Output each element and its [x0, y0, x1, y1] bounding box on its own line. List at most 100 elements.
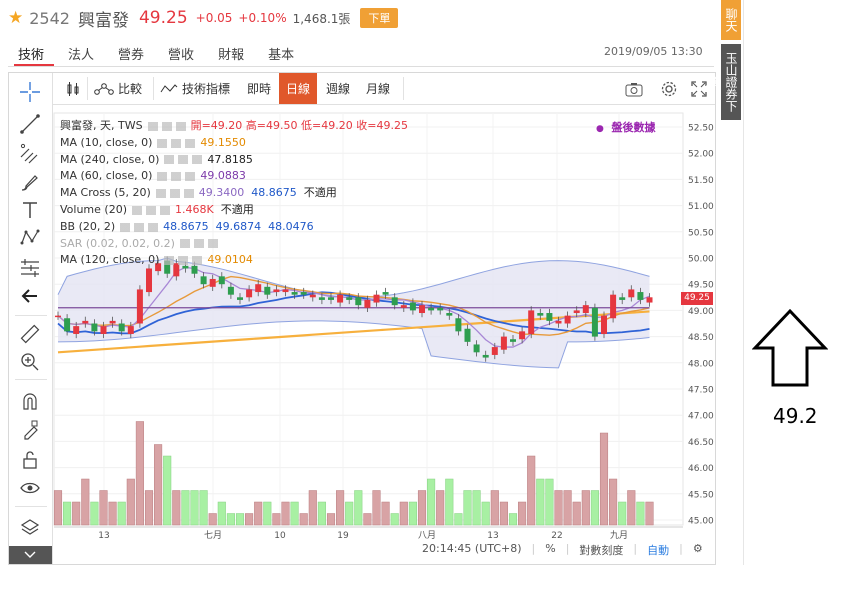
legend-ma10-value: 49.1550	[200, 135, 246, 149]
tab-revenue[interactable]: 營收	[168, 48, 195, 63]
favorite-star-icon[interactable]: ★	[8, 8, 24, 28]
tab-divider	[8, 66, 714, 67]
legend-ma10[interactable]: MA (10, close, 0) 49.1550	[60, 135, 408, 152]
legend-main[interactable]: 興富發, 天, TWS 開=49.20 高=49.50 低=49.20 收=49…	[60, 118, 408, 135]
active-tab-indicator	[14, 64, 54, 66]
legend-low: 低=49.20	[301, 119, 353, 132]
legend-main-title: 興富發, 天, TWS	[60, 119, 143, 132]
monthly-button[interactable]: 月線	[366, 73, 390, 104]
gear-icon	[661, 81, 677, 96]
after-hours-text: 盤後數據	[611, 121, 656, 134]
tab-margin[interactable]: 營券	[118, 48, 145, 63]
legend-volume-v2: 不適用	[220, 202, 254, 216]
crosshair-icon[interactable]	[19, 81, 41, 103]
indicator-wave-icon	[160, 83, 178, 92]
percent-scale-toggle[interactable]: %	[545, 542, 556, 555]
trade-volume: 1,468.1張	[292, 11, 351, 26]
chevron-down-icon	[24, 551, 36, 558]
fullscreen-button[interactable]	[691, 73, 707, 104]
legend-bb[interactable]: BB (20, 2) 48.8675 49.6874 48.0476	[60, 219, 408, 236]
realtime-button[interactable]: 即時	[247, 73, 271, 104]
daily-button[interactable]: 日線	[279, 73, 318, 104]
ruler-icon[interactable]	[19, 323, 41, 345]
indicators-label: 技術指標	[182, 82, 231, 96]
price-change-pct: +0.10%	[238, 11, 287, 25]
order-button[interactable]: 下單	[360, 8, 399, 28]
toolbar-divider	[15, 315, 47, 316]
stock-code: 2542	[29, 8, 70, 28]
layers-icon[interactable]	[19, 517, 41, 539]
brush-icon[interactable]	[19, 171, 41, 193]
magnet-icon[interactable]	[19, 391, 41, 413]
legend-volume-name: Volume (20)	[60, 202, 127, 216]
text-tool-icon[interactable]	[19, 199, 41, 221]
chart-toolbar: 比較 技術指標 即時 日線 週線 月線	[9, 73, 715, 105]
realtime-label: 即時	[247, 82, 272, 96]
legend-ma60-name: MA (60, close, 0)	[60, 169, 153, 183]
weekly-button[interactable]: 週線	[326, 73, 350, 104]
candlestick-icon	[67, 81, 79, 96]
eye-icon[interactable]	[19, 477, 41, 499]
legend-sar[interactable]: SAR (0.02, 0.02, 0.2)	[60, 236, 408, 253]
toolbar-divider	[15, 506, 47, 507]
weekly-label: 週線	[326, 82, 351, 96]
collapse-toolbar-button[interactable]	[9, 546, 52, 564]
legend-close: 收=49.25	[356, 119, 408, 132]
broker-order-tab[interactable]: 玉山證券下單	[704, 44, 741, 120]
legend-macross[interactable]: MA Cross (5, 20) 49.3400 48.8675 不適用	[60, 185, 408, 202]
toolbar-divider	[15, 379, 47, 380]
snapshot-button[interactable]	[625, 73, 643, 104]
tab-financials[interactable]: 財報	[218, 48, 245, 63]
trend-line-icon[interactable]	[19, 113, 41, 135]
settings-button[interactable]	[660, 73, 678, 104]
compare-button[interactable]: 比較	[93, 73, 142, 104]
legend-macross-v2: 48.8675	[251, 186, 297, 200]
chart-widget: 比較 技術指標 即時 日線 週線 月線	[8, 72, 716, 565]
legend-volume-v1: 1.468K	[175, 202, 214, 216]
legend-ma60[interactable]: MA (60, close, 0) 49.0883	[60, 168, 408, 185]
compare-label: 比較	[118, 82, 143, 96]
legend-ma240[interactable]: MA (240, close, 0) 47.8185	[60, 152, 408, 169]
footer-settings-icon[interactable]: ⚙	[692, 542, 703, 555]
daily-label: 日線	[286, 82, 311, 96]
pattern-tool-icon[interactable]	[19, 227, 41, 249]
unlock-icon[interactable]	[19, 449, 41, 471]
chart-clock: 20:14:45 (UTC+8)	[422, 542, 522, 555]
legend-bb-v3: 48.0476	[268, 219, 314, 233]
auto-scale-toggle[interactable]: 自動	[647, 544, 670, 557]
price-change: +0.05	[195, 11, 233, 25]
tab-basic[interactable]: 基本	[268, 48, 295, 63]
legend-ma10-name: MA (10, close, 0)	[60, 135, 153, 149]
tab-technical[interactable]: 技術	[18, 48, 45, 63]
zoom-in-icon[interactable]	[19, 351, 41, 373]
last-price: 49.25	[138, 8, 188, 28]
lock-drawing-icon[interactable]	[19, 419, 41, 441]
fullscreen-icon	[691, 80, 707, 97]
section-tabs: 技術 法人 營券 營收 財報 基本	[18, 44, 318, 63]
indicators-button[interactable]: 技術指標	[160, 73, 230, 104]
legend-volume[interactable]: Volume (20) 1.468K 不適用	[60, 202, 408, 219]
legend-high: 高=49.50	[245, 119, 298, 132]
indicator-legend: 興富發, 天, TWS 開=49.20 高=49.50 低=49.20 收=49…	[60, 118, 408, 269]
legend-bb-v1: 48.8675	[163, 219, 209, 233]
candle-type-button[interactable]	[65, 73, 81, 104]
legend-sar-name: SAR (0.02, 0.02, 0.2)	[60, 236, 175, 250]
monthly-label: 月線	[366, 82, 391, 96]
back-arrow-icon[interactable]	[19, 285, 41, 307]
legend-ma120-name: MA (120, close, 0)	[60, 253, 160, 267]
tab-institutional[interactable]: 法人	[68, 48, 95, 63]
after-hours-label[interactable]: ● 盤後數據	[596, 121, 656, 134]
legend-macross-name: MA Cross (5, 20)	[60, 186, 151, 200]
side-tabs: 聊天室 玉山證券下單	[704, 0, 743, 120]
fib-tool-icon[interactable]	[19, 143, 41, 165]
panel-divider	[743, 0, 744, 565]
chart-footer: 20:14:45 (UTC+8) | % | 對數刻度 | 自動 | ⚙	[422, 542, 703, 557]
annotation-value: 49.2	[773, 404, 818, 428]
log-scale-toggle[interactable]: 對數刻度	[579, 544, 624, 557]
last-price-tag: 49.25	[681, 292, 713, 305]
legend-ma120[interactable]: MA (120, close, 0) 49.0104	[60, 252, 408, 269]
prediction-tool-icon[interactable]	[19, 257, 41, 279]
chat-room-tab[interactable]: 聊天室	[704, 0, 741, 40]
legend-ma240-name: MA (240, close, 0)	[60, 152, 160, 166]
legend-ma240-value: 47.8185	[207, 152, 253, 166]
